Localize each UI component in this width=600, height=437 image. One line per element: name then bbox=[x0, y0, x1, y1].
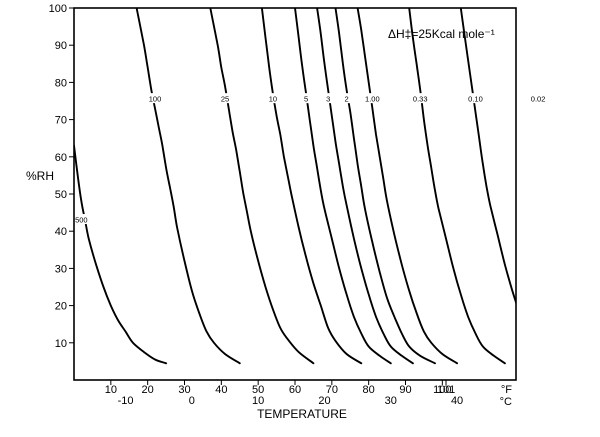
y-tick-label-0: 10 bbox=[55, 338, 67, 350]
curve-labels-layer: 500 100 25 10 5 3 2 1.00 0.33 0.10 0.02 bbox=[72, 93, 550, 225]
x-tick-label-f-5: 60 bbox=[289, 384, 301, 396]
curves-layer bbox=[74, 8, 600, 365]
x-tick-label-f-10: 101 bbox=[437, 384, 455, 396]
y-axis-label: %RH bbox=[26, 169, 54, 183]
x-tick-label-c-1: 0 bbox=[189, 395, 195, 407]
curve-label-bg-5 bbox=[323, 93, 333, 104]
curve-3 bbox=[260, 8, 363, 365]
x-tick-label-f-3: 40 bbox=[215, 384, 227, 396]
x-tick-label-f-4: 50 bbox=[252, 384, 264, 396]
x-unit-celsius: °C bbox=[500, 396, 512, 408]
x-axis-label: TEMPERATURE bbox=[257, 407, 347, 421]
curve-0 bbox=[74, 144, 168, 365]
x-tick-label-c-0: -10 bbox=[118, 395, 134, 407]
x-tick-label-c-5: 40 bbox=[451, 395, 463, 407]
curve-1 bbox=[135, 8, 241, 365]
x-tick-label-f-8: 90 bbox=[399, 384, 411, 396]
curve-label-bg-8 bbox=[409, 93, 432, 104]
y-tick-label-2: 30 bbox=[55, 263, 67, 275]
curve-label-3: 10 bbox=[269, 95, 277, 104]
curve-label-bg-2 bbox=[218, 93, 232, 104]
y-tick-label-3: 40 bbox=[55, 226, 67, 238]
curve-label-bg-7 bbox=[361, 93, 384, 104]
curve-label-bg-9 bbox=[464, 93, 487, 104]
curve-label-7: 1.00 bbox=[365, 95, 380, 104]
curve-5 bbox=[316, 8, 414, 365]
x-tick-label-c-2: 10 bbox=[252, 395, 264, 407]
curve-label-9: 0.10 bbox=[468, 95, 483, 104]
curve-label-6: 2 bbox=[344, 95, 348, 104]
curve-label-8: 0.33 bbox=[413, 95, 428, 104]
y-tick-label-7: 80 bbox=[55, 77, 67, 89]
curve-label-2: 25 bbox=[221, 95, 229, 104]
y-tick-label-4: 50 bbox=[55, 189, 67, 201]
plot-frame bbox=[73, 7, 517, 381]
x-tick-label-c-4: 30 bbox=[385, 395, 397, 407]
x-unit-fahrenheit: °F bbox=[501, 384, 512, 396]
curve-label-4: 5 bbox=[304, 95, 308, 104]
y-tick-label-1: 20 bbox=[55, 301, 67, 313]
curve-4 bbox=[294, 8, 392, 365]
curve-label-bg-6 bbox=[342, 93, 351, 104]
curve-7 bbox=[356, 8, 459, 365]
x-tick-label-f-6: 70 bbox=[326, 384, 338, 396]
curve-label-5: 3 bbox=[326, 95, 330, 104]
curve-8 bbox=[408, 8, 506, 365]
y-tick-label-9: 100 bbox=[49, 3, 67, 15]
y-tick-label-5: 60 bbox=[55, 152, 67, 164]
curve-label-bg-1 bbox=[146, 93, 164, 104]
curve-9 bbox=[459, 8, 516, 306]
x-tick-label-f-1: 20 bbox=[142, 384, 154, 396]
curve-2 bbox=[209, 8, 315, 365]
curve-label-bg-4 bbox=[301, 93, 311, 104]
y-tick-label-8: 90 bbox=[55, 40, 67, 52]
curve-label-bg-3 bbox=[266, 93, 280, 104]
curve-label-10: 0.02 bbox=[531, 95, 546, 104]
curve-label-bg-0 bbox=[72, 214, 91, 225]
y-tick-label-6: 70 bbox=[55, 115, 67, 127]
annotation-delta-h: ΔH‡=25Kcal mole⁻¹ bbox=[388, 27, 495, 41]
curve-6 bbox=[334, 8, 436, 365]
curve-label-1: 100 bbox=[149, 95, 162, 104]
y-axis-ticks: 10 20 30 40 50 60 70 80 90 100 bbox=[49, 3, 74, 350]
x-tick-label-f-7: 80 bbox=[363, 384, 375, 396]
curve-10 bbox=[523, 8, 600, 354]
curve-label-bg-10 bbox=[526, 93, 550, 104]
x-tick-label-c-3: 20 bbox=[318, 395, 330, 407]
x-tick-label-f-0: 10 bbox=[105, 384, 117, 396]
x-tick-label-f-9: 100 bbox=[433, 384, 451, 396]
x-tick-label-f-2: 30 bbox=[178, 384, 190, 396]
curve-label-0: 500 bbox=[75, 216, 88, 225]
